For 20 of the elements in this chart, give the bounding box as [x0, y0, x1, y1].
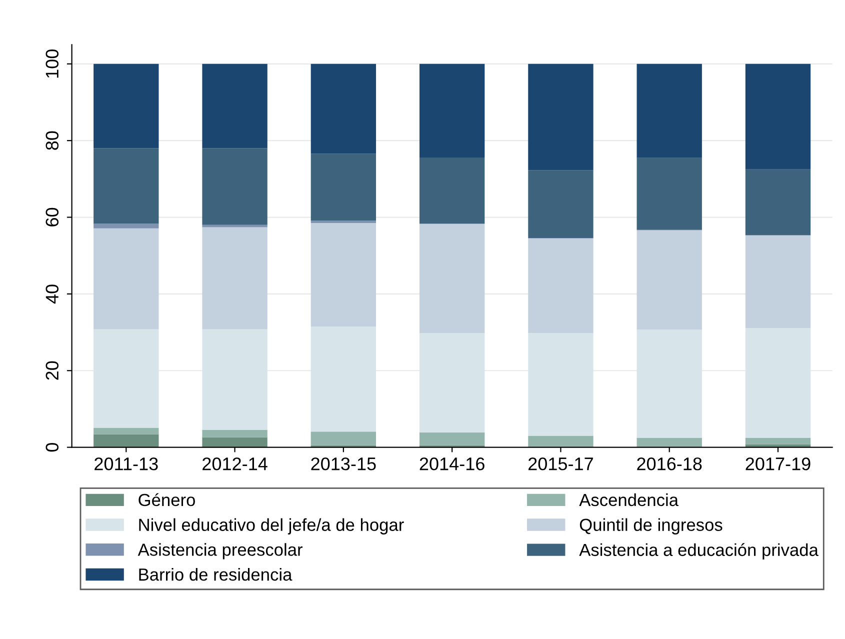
legend-label: Nivel educativo del jefe/a de hogar	[139, 518, 404, 534]
x-tick-label: 2012-14	[202, 458, 268, 470]
x-tick-label: 2013-15	[311, 458, 376, 470]
x-tick-label: 2014-16	[420, 458, 484, 470]
x-tick-label: 2011-13	[94, 458, 158, 470]
legend-label: Ascendencia	[579, 493, 679, 506]
x-tick-label: 2017-19	[746, 458, 810, 470]
legend-label: Quintil de ingresos	[580, 518, 722, 534]
x-tick-label: 2016-18	[637, 458, 702, 470]
y-tick-label: 20	[46, 361, 59, 380]
legend-label: Barrio de residencia	[139, 568, 292, 581]
legend-label: Asistencia preescolar	[138, 543, 303, 560]
x-tick-label: 2015-17	[528, 458, 593, 470]
legend-label: Género	[138, 493, 195, 506]
y-tick-label: 80	[46, 131, 59, 150]
legend-label: Asistencia a educación privada	[579, 543, 818, 560]
y-tick-label: 100	[46, 50, 59, 78]
y-tick-label: 40	[46, 284, 59, 304]
y-tick-label: 60	[46, 208, 59, 226]
y-tick-label: 0	[46, 442, 59, 452]
